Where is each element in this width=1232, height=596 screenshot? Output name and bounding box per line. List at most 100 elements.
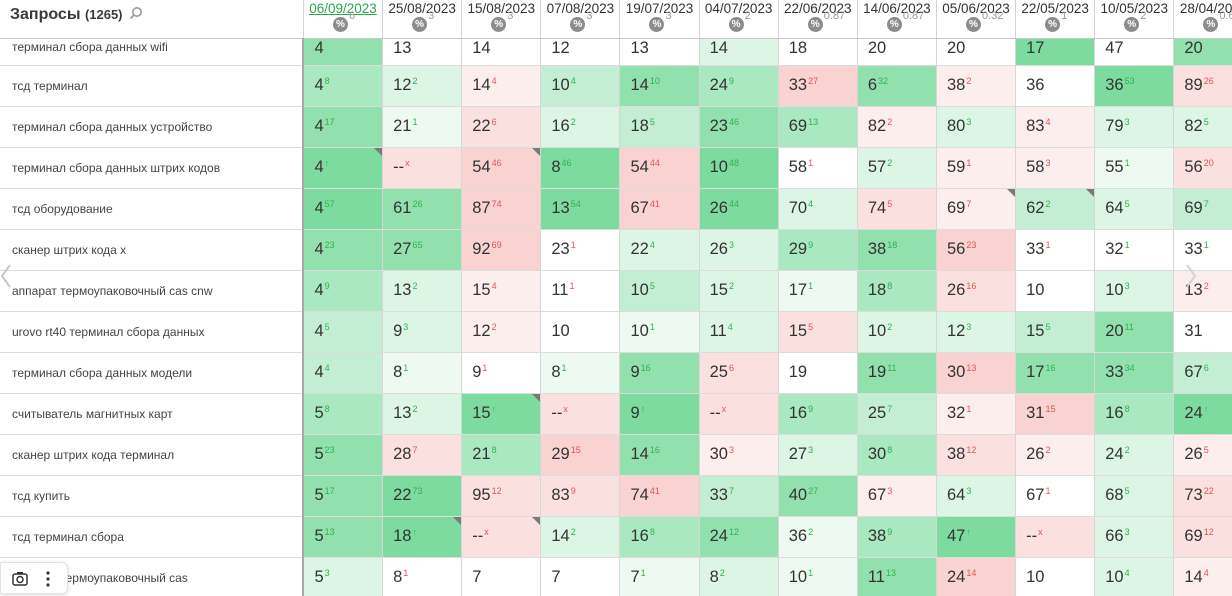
position-cell[interactable]: 5623 (935, 229, 1016, 271)
position-cell[interactable]: 5444 (619, 147, 700, 189)
position-cell[interactable]: 132 (382, 393, 462, 435)
position-cell[interactable]: 685 (1094, 475, 1174, 517)
position-cell[interactable]: 168 (619, 516, 700, 558)
position-cell[interactable]: 1911 (856, 352, 937, 394)
position-cell[interactable]: 591 (935, 147, 1016, 189)
position-cell[interactable]: 144 (461, 65, 541, 107)
position-cell[interactable]: 15↑ (461, 393, 541, 435)
position-cell[interactable]: 3812 (935, 434, 1016, 476)
position-cell[interactable]: 142 (540, 516, 620, 558)
position-cell[interactable]: 14 (698, 38, 779, 66)
position-cell[interactable]: 4027 (777, 475, 858, 517)
position-cell[interactable]: 632 (856, 65, 937, 107)
position-cell[interactable]: 262 (1015, 434, 1095, 476)
position-cell[interactable]: 13 (619, 38, 700, 66)
position-cell[interactable]: 49 (302, 270, 383, 312)
position-cell[interactable]: 48 (302, 65, 383, 107)
position-cell[interactable]: 2273 (382, 475, 462, 517)
position-cell[interactable]: 457 (302, 188, 383, 230)
position-cell[interactable]: 572 (856, 147, 937, 189)
position-cell[interactable]: --x (1015, 516, 1095, 558)
position-cell[interactable]: 6126 (382, 188, 462, 230)
date-column-header[interactable]: 06/09/2023% 6 (302, 0, 383, 39)
position-cell[interactable]: 389 (856, 516, 937, 558)
note-corner-marker[interactable] (374, 147, 383, 156)
position-cell[interactable]: 9512 (461, 475, 541, 517)
position-cell[interactable]: 18 (777, 38, 858, 66)
position-cell[interactable]: 265 (1173, 434, 1232, 476)
position-cell[interactable]: 551 (1094, 147, 1174, 189)
position-cell[interactable]: 20 (856, 38, 937, 66)
position-cell[interactable]: 423 (302, 229, 383, 271)
date-label[interactable]: 05/06/2023 (942, 1, 1010, 16)
date-label[interactable]: 19/07/2023 (625, 1, 694, 16)
position-cell[interactable]: 188 (856, 270, 937, 312)
position-cell[interactable]: 299 (777, 229, 858, 271)
position-cell[interactable]: 242 (1094, 434, 1174, 476)
position-cell[interactable]: 101 (619, 311, 700, 353)
percent-icon[interactable]: % (649, 17, 665, 32)
position-cell[interactable]: 103 (1094, 270, 1174, 312)
position-cell[interactable]: 224 (619, 229, 700, 271)
position-cell[interactable]: 93 (382, 311, 462, 353)
date-column-header[interactable]: 14/06/2023% 0.87 (856, 0, 937, 39)
position-cell[interactable]: 132 (1173, 270, 1232, 312)
position-cell[interactable]: 12 (540, 38, 620, 66)
position-cell[interactable]: 10 (1015, 270, 1095, 312)
position-cell[interactable]: 211 (382, 106, 462, 148)
query-cell[interactable]: сканер штрих кода терминал (0, 434, 304, 476)
date-column-header[interactable]: 19/07/2023% 3 (619, 0, 700, 39)
position-cell[interactable]: 523 (302, 434, 383, 476)
position-cell[interactable]: 53 (302, 557, 383, 596)
position-cell[interactable]: 13 (382, 38, 462, 66)
position-cell[interactable]: --x (540, 393, 620, 435)
percent-icon[interactable]: % (807, 17, 823, 32)
position-cell[interactable]: 308 (856, 434, 937, 476)
date-column-header[interactable]: 22/05/2023% 1 (1015, 0, 1095, 39)
position-cell[interactable]: 8926 (1173, 65, 1232, 107)
position-cell[interactable]: 822 (856, 106, 937, 148)
position-cell[interactable]: 3818 (856, 229, 937, 271)
position-cell[interactable]: 81 (382, 352, 462, 394)
position-cell[interactable]: 663 (1094, 516, 1174, 558)
position-cell[interactable]: 10 (1015, 557, 1095, 596)
position-cell[interactable]: 622 (1015, 188, 1095, 230)
position-cell[interactable]: 517 (302, 475, 383, 517)
position-cell[interactable]: 226 (461, 106, 541, 148)
position-cell[interactable]: 337 (698, 475, 779, 517)
position-cell[interactable]: 123 (935, 311, 1016, 353)
note-corner-marker[interactable] (532, 147, 541, 156)
position-cell[interactable]: 3334 (1094, 352, 1174, 394)
percent-icon[interactable]: % (491, 17, 507, 32)
position-cell[interactable]: 834 (1015, 106, 1095, 148)
position-cell[interactable]: 2346 (698, 106, 779, 148)
position-cell[interactable]: 331 (1173, 229, 1232, 271)
position-cell[interactable]: 273 (777, 434, 858, 476)
position-cell[interactable]: 6741 (619, 188, 700, 230)
date-label[interactable]: 04/07/2023 (704, 1, 773, 16)
position-cell[interactable]: 321 (1094, 229, 1174, 271)
position-cell[interactable]: 583 (1015, 147, 1095, 189)
position-cell[interactable]: 513 (302, 516, 383, 558)
percent-icon[interactable]: % (1203, 17, 1219, 32)
position-cell[interactable]: 162 (540, 106, 620, 148)
date-label[interactable]: 14/06/2023 (863, 1, 931, 16)
position-cell[interactable]: 3327 (777, 65, 858, 107)
position-cell[interactable]: 1716 (1015, 352, 1095, 394)
date-column-header[interactable]: 10/05/2023% 2 (1094, 0, 1174, 39)
position-cell[interactable]: 122 (461, 311, 541, 353)
percent-icon[interactable]: % (332, 17, 348, 32)
date-column-header[interactable]: 05/06/2023% 0.32 (935, 0, 1016, 39)
position-cell[interactable]: 303 (698, 434, 779, 476)
position-cell[interactable]: 114 (698, 311, 779, 353)
position-cell[interactable]: 168 (1094, 393, 1174, 435)
position-cell[interactable]: 7 (540, 557, 620, 596)
date-label[interactable]: 22/05/2023 (1021, 1, 1089, 16)
position-cell[interactable]: 645 (1094, 188, 1174, 230)
position-cell[interactable]: 44 (302, 352, 383, 394)
position-cell[interactable]: 152 (698, 270, 779, 312)
position-cell[interactable]: 81 (382, 557, 462, 596)
position-cell[interactable]: 111 (540, 270, 620, 312)
position-cell[interactable]: 2915 (540, 434, 620, 476)
position-cell[interactable]: 676 (1173, 352, 1232, 394)
